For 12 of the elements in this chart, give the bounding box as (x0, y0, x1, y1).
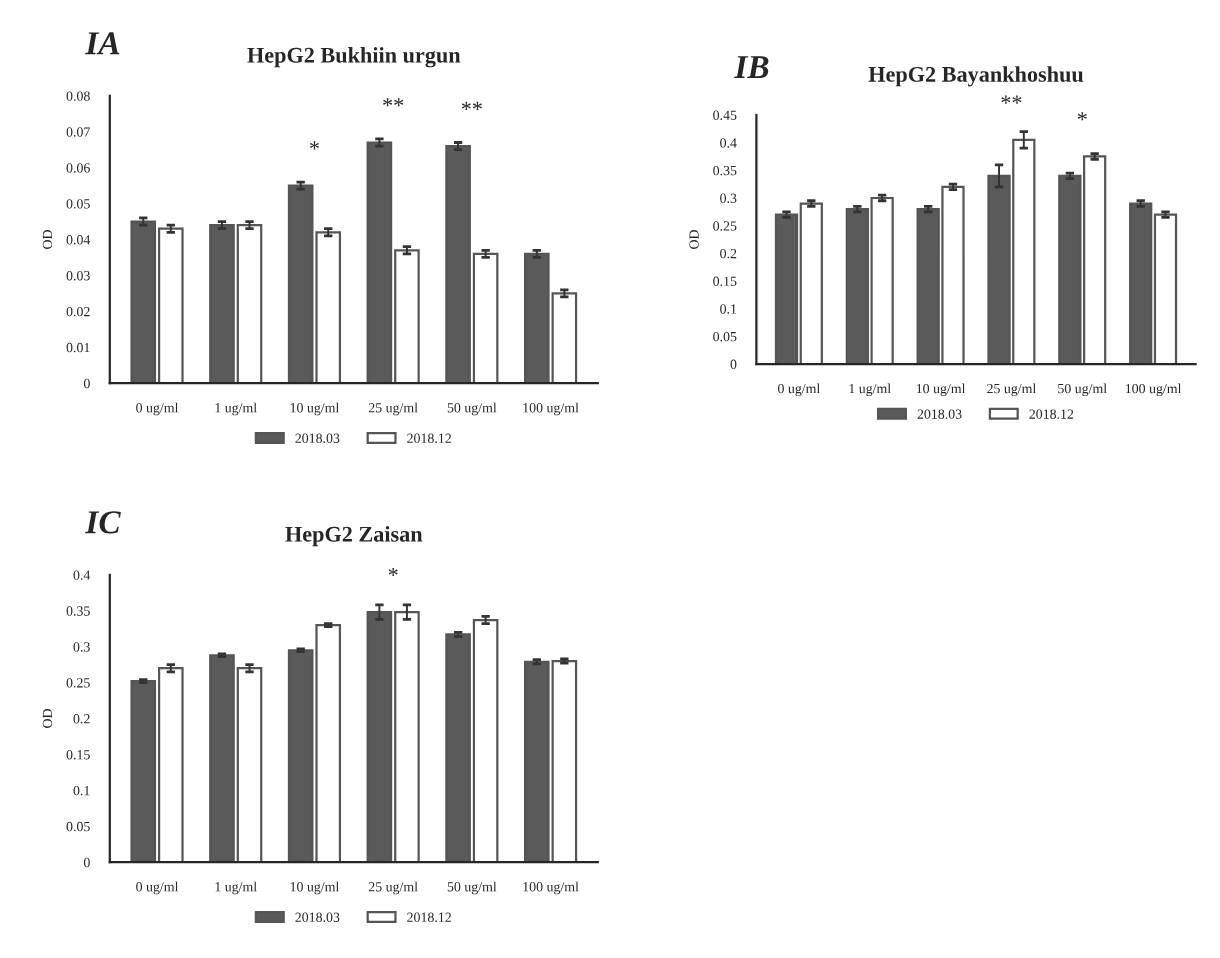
text: IA (85, 32, 120, 55)
annotation: * (309, 141, 319, 150)
annotation: * (1077, 112, 1087, 121)
annotation: ** (461, 101, 482, 110)
text: IC (85, 511, 121, 534)
chart-title: HepG2 Bayankhoshuu (868, 66, 1084, 87)
chart-title: HepG2 Zaisan (285, 526, 423, 547)
text: IB (734, 56, 769, 79)
annotation: ** (383, 98, 404, 107)
chart-title: HepG2 Bukhiin urgun (247, 47, 461, 68)
annotation: ** (1001, 95, 1022, 104)
annotation: * (388, 567, 398, 577)
